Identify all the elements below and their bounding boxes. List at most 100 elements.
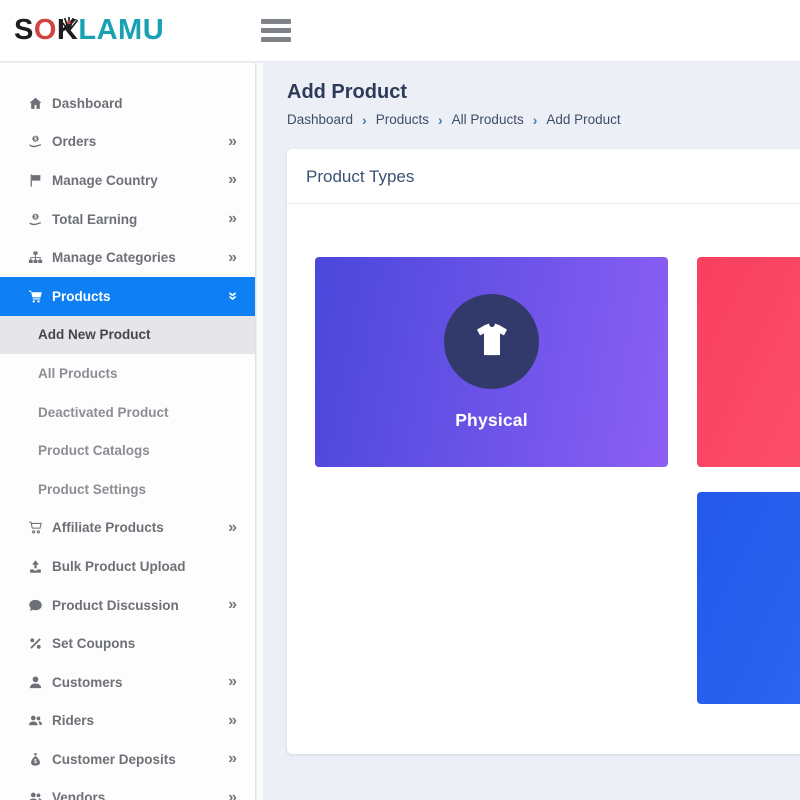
sidebar-item-label: Customer Deposits <box>52 751 176 767</box>
app-logo[interactable]: SOKLAMU <box>0 14 258 47</box>
sidebar-item-label: Customers <box>52 674 123 690</box>
sidebar: Dashboard $ Orders » Manage Country » <box>0 63 256 800</box>
chevron-double-down-icon: » <box>224 291 242 301</box>
sidebar-subitem-label: Add New Product <box>38 327 151 343</box>
svg-text:$: $ <box>34 137 37 143</box>
sidebar-item-label: Product Discussion <box>52 597 179 613</box>
sidebar-item-customer-deposits[interactable]: $ Customer Deposits » <box>0 740 255 779</box>
product-type-tile-2[interactable] <box>697 257 800 467</box>
sidebar-item-dashboard[interactable]: Dashboard <box>0 84 255 123</box>
breadcrumb-separator-icon: › <box>438 111 443 128</box>
svg-text:$: $ <box>34 214 37 220</box>
logo-letter: O <box>33 14 57 46</box>
sidebar-item-label: Affiliate Products <box>52 520 164 536</box>
percent-icon <box>28 636 43 651</box>
hamburger-bar <box>261 19 291 24</box>
chevron-right-icon: » <box>228 673 237 691</box>
sidebar-subitem-label: Product Settings <box>38 481 147 497</box>
hand-holding-dollar-icon: $ <box>28 134 43 149</box>
breadcrumb-separator-icon: › <box>362 111 367 128</box>
hand-holding-dollar-icon: $ <box>28 212 43 227</box>
sidebar-item-affiliate-products[interactable]: Affiliate Products » <box>0 509 255 548</box>
sitemap-icon <box>28 250 43 265</box>
money-bag-icon: $ <box>28 752 43 767</box>
sidebar-item-set-coupons[interactable]: Set Coupons <box>0 624 255 663</box>
chevron-right-icon: » <box>228 210 237 228</box>
sidebar-item-label: Vendors <box>52 790 106 800</box>
sidebar-subitem-product-settings[interactable]: Product Settings <box>0 470 255 509</box>
page-title: Add Product <box>287 81 407 103</box>
sidebar-subitem-add-new-product[interactable]: Add New Product <box>0 315 255 355</box>
sidebar-subitem-label: Product Catalogs <box>38 443 150 459</box>
svg-text:$: $ <box>34 759 37 765</box>
sidebar-nav: Dashboard $ Orders » Manage Country » <box>0 63 255 800</box>
sidebar-item-bulk-product-upload[interactable]: Bulk Product Upload <box>0 547 255 586</box>
sidebar-item-label: Set Coupons <box>52 636 136 652</box>
chevron-right-icon: » <box>228 132 237 150</box>
sidebar-item-products[interactable]: Products » <box>0 276 255 316</box>
shopping-cart-icon <box>28 289 43 304</box>
home-icon <box>28 96 43 111</box>
user-icon <box>28 675 43 690</box>
sidebar-item-vendors[interactable]: Vendors » <box>0 779 255 800</box>
logo-letter: S <box>14 14 34 46</box>
topbar: SOKLAMU <box>0 0 800 62</box>
product-types-card: Product Types Physical <box>287 149 800 754</box>
breadcrumb-separator-icon: › <box>532 111 538 128</box>
chevron-right-icon: » <box>228 248 237 266</box>
hamburger-bar <box>261 28 291 33</box>
sidebar-item-manage-categories[interactable]: Manage Categories » <box>0 238 255 277</box>
chevron-right-icon: » <box>228 518 237 536</box>
sidebar-scrollbar[interactable] <box>257 63 263 800</box>
sidebar-subitem-label: Deactivated Product <box>38 404 169 420</box>
product-types-grid: Physical <box>287 204 800 754</box>
comment-icon <box>28 598 43 613</box>
crown-ornament-icon <box>59 17 79 32</box>
menu-toggle-button[interactable] <box>261 19 291 42</box>
card-title: Product Types <box>287 149 800 204</box>
product-type-physical-tile[interactable]: Physical <box>315 257 668 467</box>
sidebar-item-label: Orders <box>52 134 97 150</box>
product-type-label: Physical <box>455 409 528 430</box>
sidebar-item-riders[interactable]: Riders » <box>0 702 255 741</box>
sidebar-item-label: Manage Country <box>52 172 158 188</box>
main-content: Add Product Dashboard › Products › All P… <box>263 63 800 800</box>
logo-letter: U <box>142 14 165 46</box>
hamburger-bar <box>261 37 291 42</box>
breadcrumb-item[interactable]: Products <box>375 112 429 127</box>
breadcrumb: Dashboard › Products › All Products › Ad… <box>287 111 800 128</box>
sidebar-item-customers[interactable]: Customers » <box>0 663 255 702</box>
users-icon <box>28 790 43 800</box>
chevron-right-icon: » <box>228 171 237 189</box>
breadcrumb-item[interactable]: All Products <box>451 112 524 127</box>
users-icon <box>28 713 43 728</box>
logo-letter: A <box>96 14 119 46</box>
logo-letter: L <box>78 14 97 46</box>
upload-icon <box>28 559 43 574</box>
sidebar-item-label: Riders <box>52 713 95 729</box>
sidebar-item-label: Bulk Product Upload <box>52 558 186 574</box>
sidebar-subitem-product-catalogs[interactable]: Product Catalogs <box>0 431 255 470</box>
sidebar-item-label: Products <box>52 288 111 304</box>
product-type-tile-3[interactable] <box>697 492 800 704</box>
sidebar-item-orders[interactable]: $ Orders » <box>0 123 255 162</box>
chevron-right-icon: » <box>228 750 237 768</box>
sidebar-subitem-all-products[interactable]: All Products <box>0 354 255 393</box>
chevron-right-icon: » <box>228 788 237 800</box>
sidebar-subitem-deactivated-product[interactable]: Deactivated Product <box>0 393 255 432</box>
chevron-right-icon: » <box>228 711 237 729</box>
logo-letter: M <box>118 14 143 46</box>
cart-outline-icon <box>28 520 43 535</box>
sidebar-item-manage-country[interactable]: Manage Country » <box>0 161 255 200</box>
sidebar-subitem-label: All Products <box>38 365 118 381</box>
sidebar-item-label: Manage Categories <box>52 250 176 266</box>
chevron-right-icon: » <box>228 596 237 614</box>
breadcrumb-item[interactable]: Dashboard <box>287 112 354 127</box>
sidebar-item-product-discussion[interactable]: Product Discussion » <box>0 586 255 625</box>
sidebar-item-label: Dashboard <box>52 95 123 111</box>
flag-icon <box>28 173 43 188</box>
sidebar-item-total-earning[interactable]: $ Total Earning » <box>0 200 255 239</box>
breadcrumb-item[interactable]: Add Product <box>546 112 621 127</box>
tshirt-icon <box>444 293 539 389</box>
